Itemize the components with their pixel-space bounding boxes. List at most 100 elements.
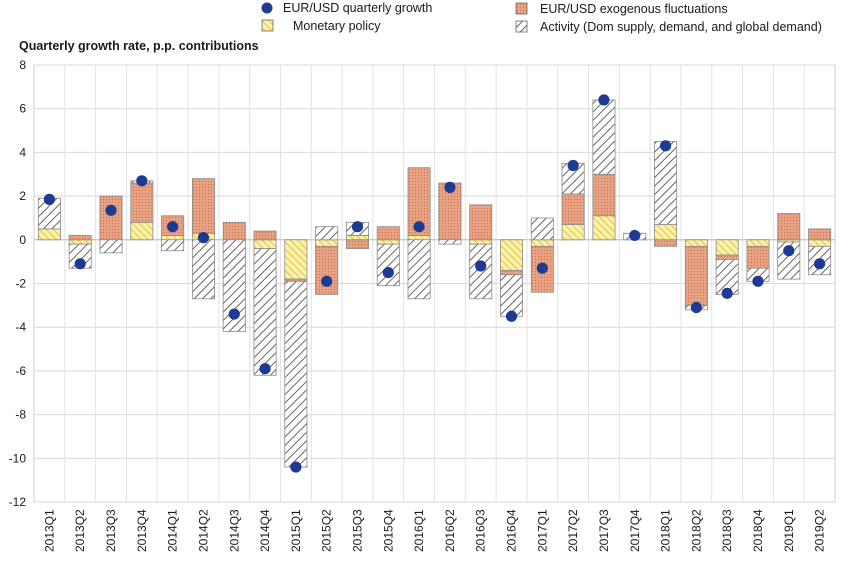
bar-monetary-policy — [469, 239, 493, 245]
bar-eurusd-exogenous — [469, 204, 493, 241]
point-eurusd-growth — [74, 258, 86, 270]
x-tick-label: 2018Q3 — [720, 509, 734, 552]
bar-activity — [438, 239, 462, 245]
bar-activity — [500, 274, 524, 317]
bar-eurusd-exogenous — [68, 235, 92, 241]
bar-eurusd-exogenous — [715, 254, 739, 260]
point-eurusd-growth — [629, 229, 641, 242]
bar-monetary-policy — [684, 239, 708, 247]
point-eurusd-growth — [228, 308, 240, 320]
x-tick-label: 2015Q4 — [381, 509, 395, 552]
bar-monetary-policy — [530, 239, 554, 247]
x-tick-label: 2016Q4 — [505, 509, 519, 552]
bar-activity — [222, 239, 246, 332]
bar-monetary-policy — [715, 239, 739, 256]
point-eurusd-growth — [505, 310, 518, 322]
y-tick-label: 2 — [19, 189, 26, 203]
point-eurusd-growth — [598, 94, 610, 106]
legend-swatch-activity — [515, 20, 528, 33]
x-tick-label: 2018Q4 — [751, 509, 765, 552]
point-eurusd-growth — [105, 204, 117, 216]
x-tick-label: 2013Q1 — [42, 509, 56, 552]
bar-monetary-policy — [376, 239, 400, 245]
point-eurusd-growth — [659, 140, 672, 152]
legend-item-monetary: Monetary policy — [261, 19, 381, 33]
x-tick-label: 2017Q2 — [566, 509, 580, 552]
x-tick-label: 2013Q4 — [135, 509, 149, 552]
legend-label-exogenous: EUR/USD exogenous fluctuations — [540, 2, 728, 16]
point-eurusd-growth — [690, 301, 702, 314]
point-eurusd-growth — [536, 262, 548, 274]
bar-activity — [376, 243, 400, 287]
bar-monetary-policy — [407, 235, 431, 241]
point-eurusd-growth — [567, 159, 579, 172]
x-tick-label: 2014Q3 — [227, 509, 241, 552]
y-tick-label: -8 — [15, 408, 26, 422]
bar-eurusd-exogenous — [376, 226, 400, 241]
x-tick-label: 2019Q1 — [782, 509, 796, 552]
point-eurusd-growth — [783, 245, 795, 257]
point-eurusd-growth — [136, 175, 148, 187]
x-tick-label: 2018Q2 — [689, 509, 703, 552]
point-eurusd-growth — [721, 287, 733, 299]
y-tick-label: -12 — [9, 495, 27, 509]
bar-monetary-policy — [130, 221, 154, 241]
bar-monetary-policy — [284, 239, 308, 280]
bar-activity — [407, 239, 431, 300]
legend-item-points: EUR/USD quarterly growth — [261, 1, 432, 15]
point-eurusd-growth — [259, 363, 271, 375]
x-tick-label: 2014Q1 — [166, 509, 180, 552]
bar-eurusd-exogenous — [345, 239, 369, 249]
point-eurusd-growth — [197, 232, 210, 244]
point-eurusd-growth — [752, 275, 764, 287]
y-tick-label: -6 — [15, 364, 26, 378]
bar-eurusd-exogenous — [222, 221, 246, 241]
bar-eurusd-exogenous — [654, 239, 678, 247]
y-tick-label: 0 — [19, 233, 26, 247]
point-eurusd-growth — [813, 258, 826, 270]
legend-swatch-monetary — [261, 19, 274, 32]
x-tick-label: 2014Q4 — [258, 509, 272, 552]
x-tick-label: 2013Q3 — [104, 509, 118, 552]
bar-activity — [253, 248, 277, 376]
x-tick-label: 2016Q3 — [474, 509, 488, 552]
x-tick-label: 2016Q1 — [412, 509, 426, 552]
legend-item-activity: Activity (Dom supply, demand, and global… — [515, 20, 822, 34]
x-tick-label: 2014Q2 — [196, 509, 210, 552]
bar-monetary-policy — [68, 239, 92, 245]
bar-eurusd-exogenous — [99, 195, 123, 241]
bar-eurusd-exogenous — [592, 173, 616, 217]
bar-eurusd-exogenous — [561, 193, 585, 225]
bar-activity — [654, 141, 678, 225]
bar-monetary-policy — [808, 239, 832, 247]
bar-eurusd-exogenous — [777, 213, 801, 241]
bar-activity — [315, 226, 339, 241]
bar-monetary-policy — [500, 239, 524, 271]
legend: EUR/USD quarterly growth Monetary policy… — [261, 1, 822, 34]
point-eurusd-growth — [321, 275, 333, 287]
y-axis-label: Quarterly growth rate, p.p. contribution… — [19, 39, 259, 53]
point-eurusd-growth — [43, 193, 56, 205]
x-tick-label: 2018Q1 — [659, 509, 673, 552]
bar-monetary-policy — [561, 224, 585, 241]
x-tick-label: 2019Q2 — [813, 509, 827, 552]
y-tick-label: -2 — [15, 277, 26, 291]
bar-eurusd-exogenous — [315, 245, 339, 295]
bar-eurusd-exogenous — [130, 182, 154, 223]
bar-eurusd-exogenous — [684, 245, 708, 306]
x-tick-label: 2016Q2 — [443, 509, 457, 552]
bar-activity — [191, 239, 215, 300]
legend-label-point: EUR/USD quarterly growth — [283, 1, 432, 15]
point-eurusd-growth — [382, 266, 394, 279]
x-tick-label: 2017Q1 — [535, 509, 549, 552]
point-eurusd-growth — [444, 181, 456, 193]
bar-monetary-policy — [253, 239, 277, 249]
bar-monetary-policy — [345, 235, 369, 241]
point-eurusd-growth — [351, 221, 364, 233]
bar-eurusd-exogenous — [407, 167, 431, 236]
legend-label-activity: Activity (Dom supply, demand, and global… — [540, 20, 822, 34]
bar-activity — [592, 99, 616, 175]
plot-area: 8 6 4 2 0 -2 -4 -6 -8 -10 -12 2013Q1 2013Q2 2013Q3 201… — [9, 58, 836, 552]
point-eurusd-growth — [413, 221, 425, 233]
